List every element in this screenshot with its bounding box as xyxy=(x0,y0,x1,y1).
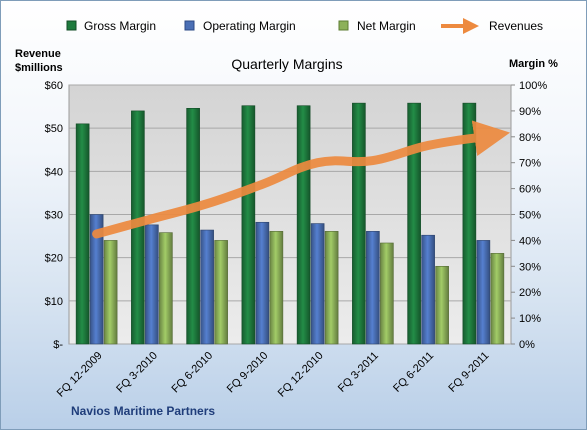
revenue-line xyxy=(92,120,511,239)
right-tick-label: 10% xyxy=(519,313,541,325)
right-tick-label: 40% xyxy=(519,235,541,247)
bar-gross-margin xyxy=(352,102,366,345)
left-axis: $- $10 $20 $30 $40 $50 $60 xyxy=(45,80,64,351)
bar-net-margin xyxy=(490,253,505,345)
left-tick-label: $60 xyxy=(45,80,63,92)
bar-net-margin xyxy=(214,240,228,345)
bar-gross-margin xyxy=(241,105,256,345)
bar-gross-margin xyxy=(296,105,311,345)
right-tick-label: 60% xyxy=(519,184,541,196)
bar-net-margin xyxy=(269,231,284,345)
bar-net-margin xyxy=(435,265,449,345)
bar-operating-margin xyxy=(421,234,435,345)
bar-net-margin xyxy=(159,232,173,345)
left-tick-label: $40 xyxy=(45,166,63,178)
legend: Gross Margin Operating Margin Net Margin… xyxy=(66,18,543,34)
bar-gross-margin xyxy=(407,102,421,345)
bar-series xyxy=(75,102,505,345)
chart-title: Quarterly Margins xyxy=(231,56,342,72)
bar-gross-margin xyxy=(186,108,200,345)
bar-net-margin xyxy=(103,240,118,345)
right-tick-label: 90% xyxy=(519,106,541,118)
bar-operating-margin xyxy=(200,229,214,345)
x-tick-label: FQ 6-2010 xyxy=(170,350,216,396)
legend-label-gross-margin: Gross Margin xyxy=(84,19,156,33)
revenues-line xyxy=(92,120,511,239)
right-tick-label: 50% xyxy=(519,210,541,222)
left-tick-label: $20 xyxy=(45,253,63,265)
x-axis: FQ 12-2009 FQ 3-2010 FQ 6-2010 FQ 9-2010 FQ … xyxy=(55,350,492,400)
bar-operating-margin xyxy=(366,231,380,345)
bar-net-margin xyxy=(380,242,394,345)
company-label: Navios Maritime Partners xyxy=(71,404,215,418)
x-tick-label: FQ 6-2011 xyxy=(391,350,436,395)
legend-label-net-margin: Net Margin xyxy=(357,19,416,33)
right-tick-label: 30% xyxy=(519,261,541,273)
x-tick-label: FQ 9-2011 xyxy=(446,350,491,395)
legend-label-revenues: Revenues xyxy=(489,19,543,33)
bar-operating-margin xyxy=(255,221,270,345)
bar-operating-margin xyxy=(145,224,159,345)
right-tick-label: 0% xyxy=(519,339,535,351)
legend-swatch-gross-margin xyxy=(66,20,77,31)
bar-gross-margin xyxy=(75,123,90,345)
left-axis-title-line2: $millions xyxy=(15,62,63,74)
x-tick-label: FQ 3-2011 xyxy=(336,350,381,395)
left-tick-label: $10 xyxy=(45,296,63,308)
legend-swatch-operating-margin xyxy=(184,20,195,31)
left-tick-label: $- xyxy=(53,339,63,351)
right-axis-title: Margin % xyxy=(509,58,558,70)
bar-net-margin xyxy=(324,231,339,345)
left-axis-title-line1: Revenue xyxy=(15,48,61,60)
bar-operating-margin xyxy=(89,214,104,345)
right-tick-label: 80% xyxy=(519,132,541,144)
right-tick-label: 70% xyxy=(519,158,541,170)
x-tick-label: FQ 3-2010 xyxy=(114,350,160,396)
bar-operating-margin xyxy=(310,223,325,345)
x-tick-label: FQ 12-2010 xyxy=(276,350,326,400)
right-axis: 0% 10% 20% 30% 40% 50% 60% 70% 80% 90% 100% xyxy=(511,80,547,351)
x-tick-label: FQ 12-2009 xyxy=(55,350,105,400)
left-tick-label: $50 xyxy=(45,123,63,135)
bar-gross-margin xyxy=(462,102,477,345)
x-tick-label: FQ 9-2010 xyxy=(225,350,271,396)
bar-operating-margin xyxy=(476,240,491,345)
right-tick-label: 100% xyxy=(519,80,547,92)
legend-label-operating-margin: Operating Margin xyxy=(203,19,296,33)
left-tick-label: $30 xyxy=(45,210,63,222)
legend-swatch-net-margin xyxy=(338,20,349,31)
right-tick-label: 20% xyxy=(519,287,541,299)
